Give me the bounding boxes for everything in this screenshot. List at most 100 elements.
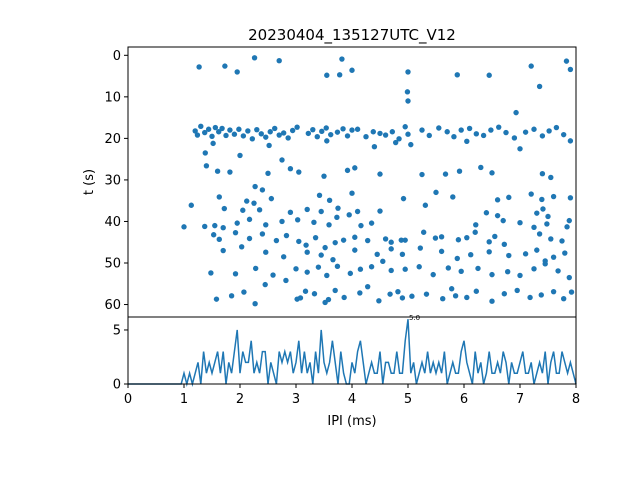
spike-point [548, 174, 554, 181]
spike-point [400, 195, 407, 202]
spike-point [489, 271, 495, 278]
spike-point [216, 129, 222, 135]
spike-point [494, 212, 501, 219]
spike-point [405, 69, 411, 75]
spike-point [567, 138, 574, 144]
spike-point [387, 291, 393, 297]
spike-point [517, 272, 523, 279]
spike-point [528, 63, 534, 69]
spike-point [334, 263, 341, 270]
spike-point [539, 133, 546, 139]
spike-point [486, 239, 492, 245]
spike-point [444, 129, 450, 135]
spike-point [323, 125, 329, 131]
spike-point [544, 221, 550, 227]
histogram-plot-frame [127, 316, 577, 385]
y-tick-label: 0 [113, 49, 121, 64]
spike-point [511, 135, 518, 141]
spike-point [181, 224, 187, 230]
spike-point [203, 163, 210, 169]
spike-point [341, 294, 347, 301]
spike-point [205, 126, 212, 132]
spike-point [319, 128, 325, 135]
spike-point [452, 293, 459, 299]
spike-point [501, 291, 508, 297]
spike-point [227, 169, 233, 175]
spike-point [265, 170, 271, 176]
spike-point [450, 194, 456, 200]
spike-point [223, 132, 229, 139]
spike-point [402, 237, 408, 243]
spike-point [567, 66, 574, 73]
spike-point [550, 288, 557, 295]
spike-point [294, 124, 300, 130]
spike-point [296, 169, 302, 175]
spike-point [267, 129, 273, 135]
spike-point [486, 249, 492, 255]
spike-point [506, 194, 512, 201]
spike-point [240, 133, 247, 139]
spike-point [213, 296, 220, 302]
spike-point [536, 231, 543, 237]
spike-point [438, 248, 445, 255]
spike-point [550, 193, 557, 200]
spike-point [392, 139, 399, 146]
spike-point [440, 296, 446, 302]
spike-point [364, 283, 371, 290]
spike-point [388, 267, 394, 274]
spike-point [194, 132, 201, 138]
spike-point [349, 127, 355, 133]
spike-point [417, 245, 424, 251]
spike-point [464, 138, 470, 144]
spike-point [302, 288, 309, 294]
spike-point [473, 131, 480, 137]
spike-point [326, 222, 332, 228]
spike-point [433, 189, 439, 196]
spike-point [352, 247, 358, 253]
spike-point [539, 196, 545, 203]
spike-point [210, 140, 216, 147]
spike-point [426, 132, 432, 139]
spike-point [423, 291, 430, 297]
spike-point [231, 131, 238, 137]
spike-point [318, 208, 324, 215]
spike-point [506, 252, 512, 259]
spike-point [531, 126, 537, 132]
spike-point [399, 251, 406, 257]
spike-point [358, 222, 364, 229]
spike-point [334, 129, 341, 135]
spike-point [468, 251, 474, 258]
spike-point [496, 124, 502, 130]
x-axis-label: IPI (ms) [327, 414, 376, 429]
spike-point [503, 129, 509, 136]
spike-point [454, 255, 460, 262]
spike-point [371, 143, 378, 150]
spike-point [486, 72, 492, 78]
y-tick-label: 10 [104, 90, 121, 105]
spike-point [382, 132, 389, 138]
spike-point [566, 274, 572, 281]
spike-point [550, 254, 557, 260]
spike-point [514, 287, 520, 294]
spike-point [438, 234, 445, 240]
spike-point [404, 89, 411, 95]
raster-panel: 20230404_135127UTC_V12 t (s) 0 10 20 30 40 50… [82, 26, 577, 318]
spike-point [488, 127, 494, 133]
spike-point [347, 270, 354, 277]
spike-point [326, 197, 333, 203]
spike-point [538, 292, 544, 298]
spike-point [377, 130, 383, 137]
spike-point [220, 224, 226, 231]
spike-point [334, 214, 340, 221]
spike-point [287, 166, 294, 172]
spike-point [555, 268, 561, 274]
spike-point [492, 233, 498, 240]
spike-point [408, 141, 414, 148]
y-ticks: 05 [113, 323, 128, 393]
spike-point [263, 134, 269, 140]
spike-point [501, 241, 508, 248]
spike-point [268, 195, 275, 202]
spike-point [352, 165, 358, 171]
spike-point [237, 152, 243, 159]
